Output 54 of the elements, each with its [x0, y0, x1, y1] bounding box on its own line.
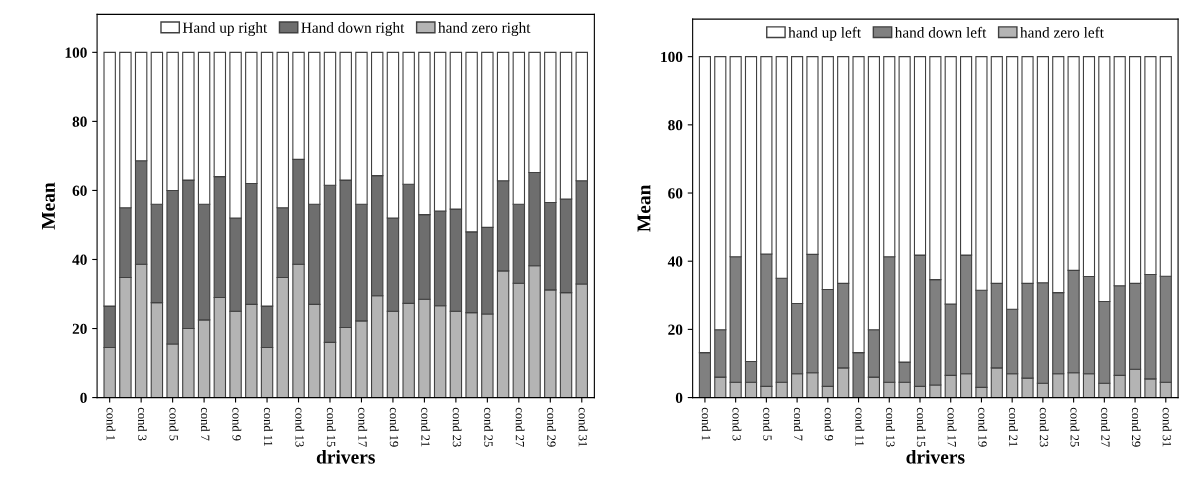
x-tick-label: cond 9	[824, 407, 834, 441]
y-tick-label: 20	[668, 324, 683, 335]
x-tick-label: cond 3	[732, 407, 742, 441]
x-tick-label: cond 17	[358, 407, 368, 447]
x-tick-label: cond 31	[578, 407, 588, 447]
y-tick-label: 100	[661, 51, 683, 63]
y-tick-label: 0	[80, 392, 87, 404]
x-tick-label: cond 23	[452, 407, 462, 447]
x-tick-label: cond 25	[484, 407, 494, 447]
legend-label: Hand up right	[182, 22, 268, 36]
x-tick-label: cond 15	[916, 407, 926, 447]
x-tick-label: cond 13	[295, 407, 305, 447]
x-tick-label: cond 21	[1009, 407, 1018, 447]
y-tick-label: 80	[668, 119, 683, 131]
x-tick-label: cond 27	[515, 407, 525, 447]
x-tick-label: cond 29	[1131, 407, 1141, 447]
legend-label: hand zero left	[1020, 26, 1104, 38]
x-tick-label: cond 5	[763, 407, 773, 441]
x-tick-label: cond 19	[389, 407, 399, 447]
x-axis-title: drivers	[316, 449, 375, 464]
x-tick-label: cond 11	[263, 407, 273, 446]
x-tick-label: cond 5	[169, 407, 179, 441]
x-tick-label: cond 9	[232, 407, 242, 441]
x-tick-label: cond 1	[701, 407, 711, 441]
x-tick-label: cond 17	[947, 407, 957, 447]
x-tick-label: cond 13	[886, 407, 895, 447]
y-tick-label: 0	[675, 392, 683, 404]
x-tick-label: cond 1	[106, 407, 116, 441]
x-tick-label: cond 11	[855, 407, 865, 446]
x-tick-label: cond 21	[421, 407, 431, 447]
x-tick-label: cond 15	[326, 407, 336, 447]
x-tick-label: cond 3	[138, 407, 147, 441]
x-tick-label: cond 23	[1039, 407, 1049, 447]
y-tick-label: 80	[72, 116, 87, 127]
y-axis-title: Mean	[637, 184, 651, 232]
legend-label: hand zero right	[438, 22, 531, 36]
y-tick-label: 100	[65, 47, 87, 58]
legend-label: hand down left	[894, 26, 987, 38]
y-tick-label: 60	[72, 185, 87, 196]
x-tick-label: cond 31	[1162, 407, 1172, 447]
y-tick-label: 40	[72, 254, 87, 265]
legend-label: hand up left	[788, 26, 862, 41]
x-tick-label: cond 7	[200, 407, 210, 441]
x-tick-label: cond 19	[978, 407, 988, 447]
x-tick-label: cond 7	[793, 407, 803, 441]
x-tick-label: cond 29	[547, 407, 556, 447]
x-tick-label: cond 25	[1070, 407, 1080, 447]
y-axis-title: Mean	[42, 182, 55, 230]
y-tick-label: 40	[667, 256, 683, 267]
x-tick-label: cond 27	[1101, 407, 1111, 447]
legend-label: Hand down right	[301, 22, 405, 36]
y-tick-label: 20	[72, 323, 87, 334]
x-axis-title: drivers	[906, 449, 965, 464]
y-tick-label: 60	[668, 188, 683, 199]
